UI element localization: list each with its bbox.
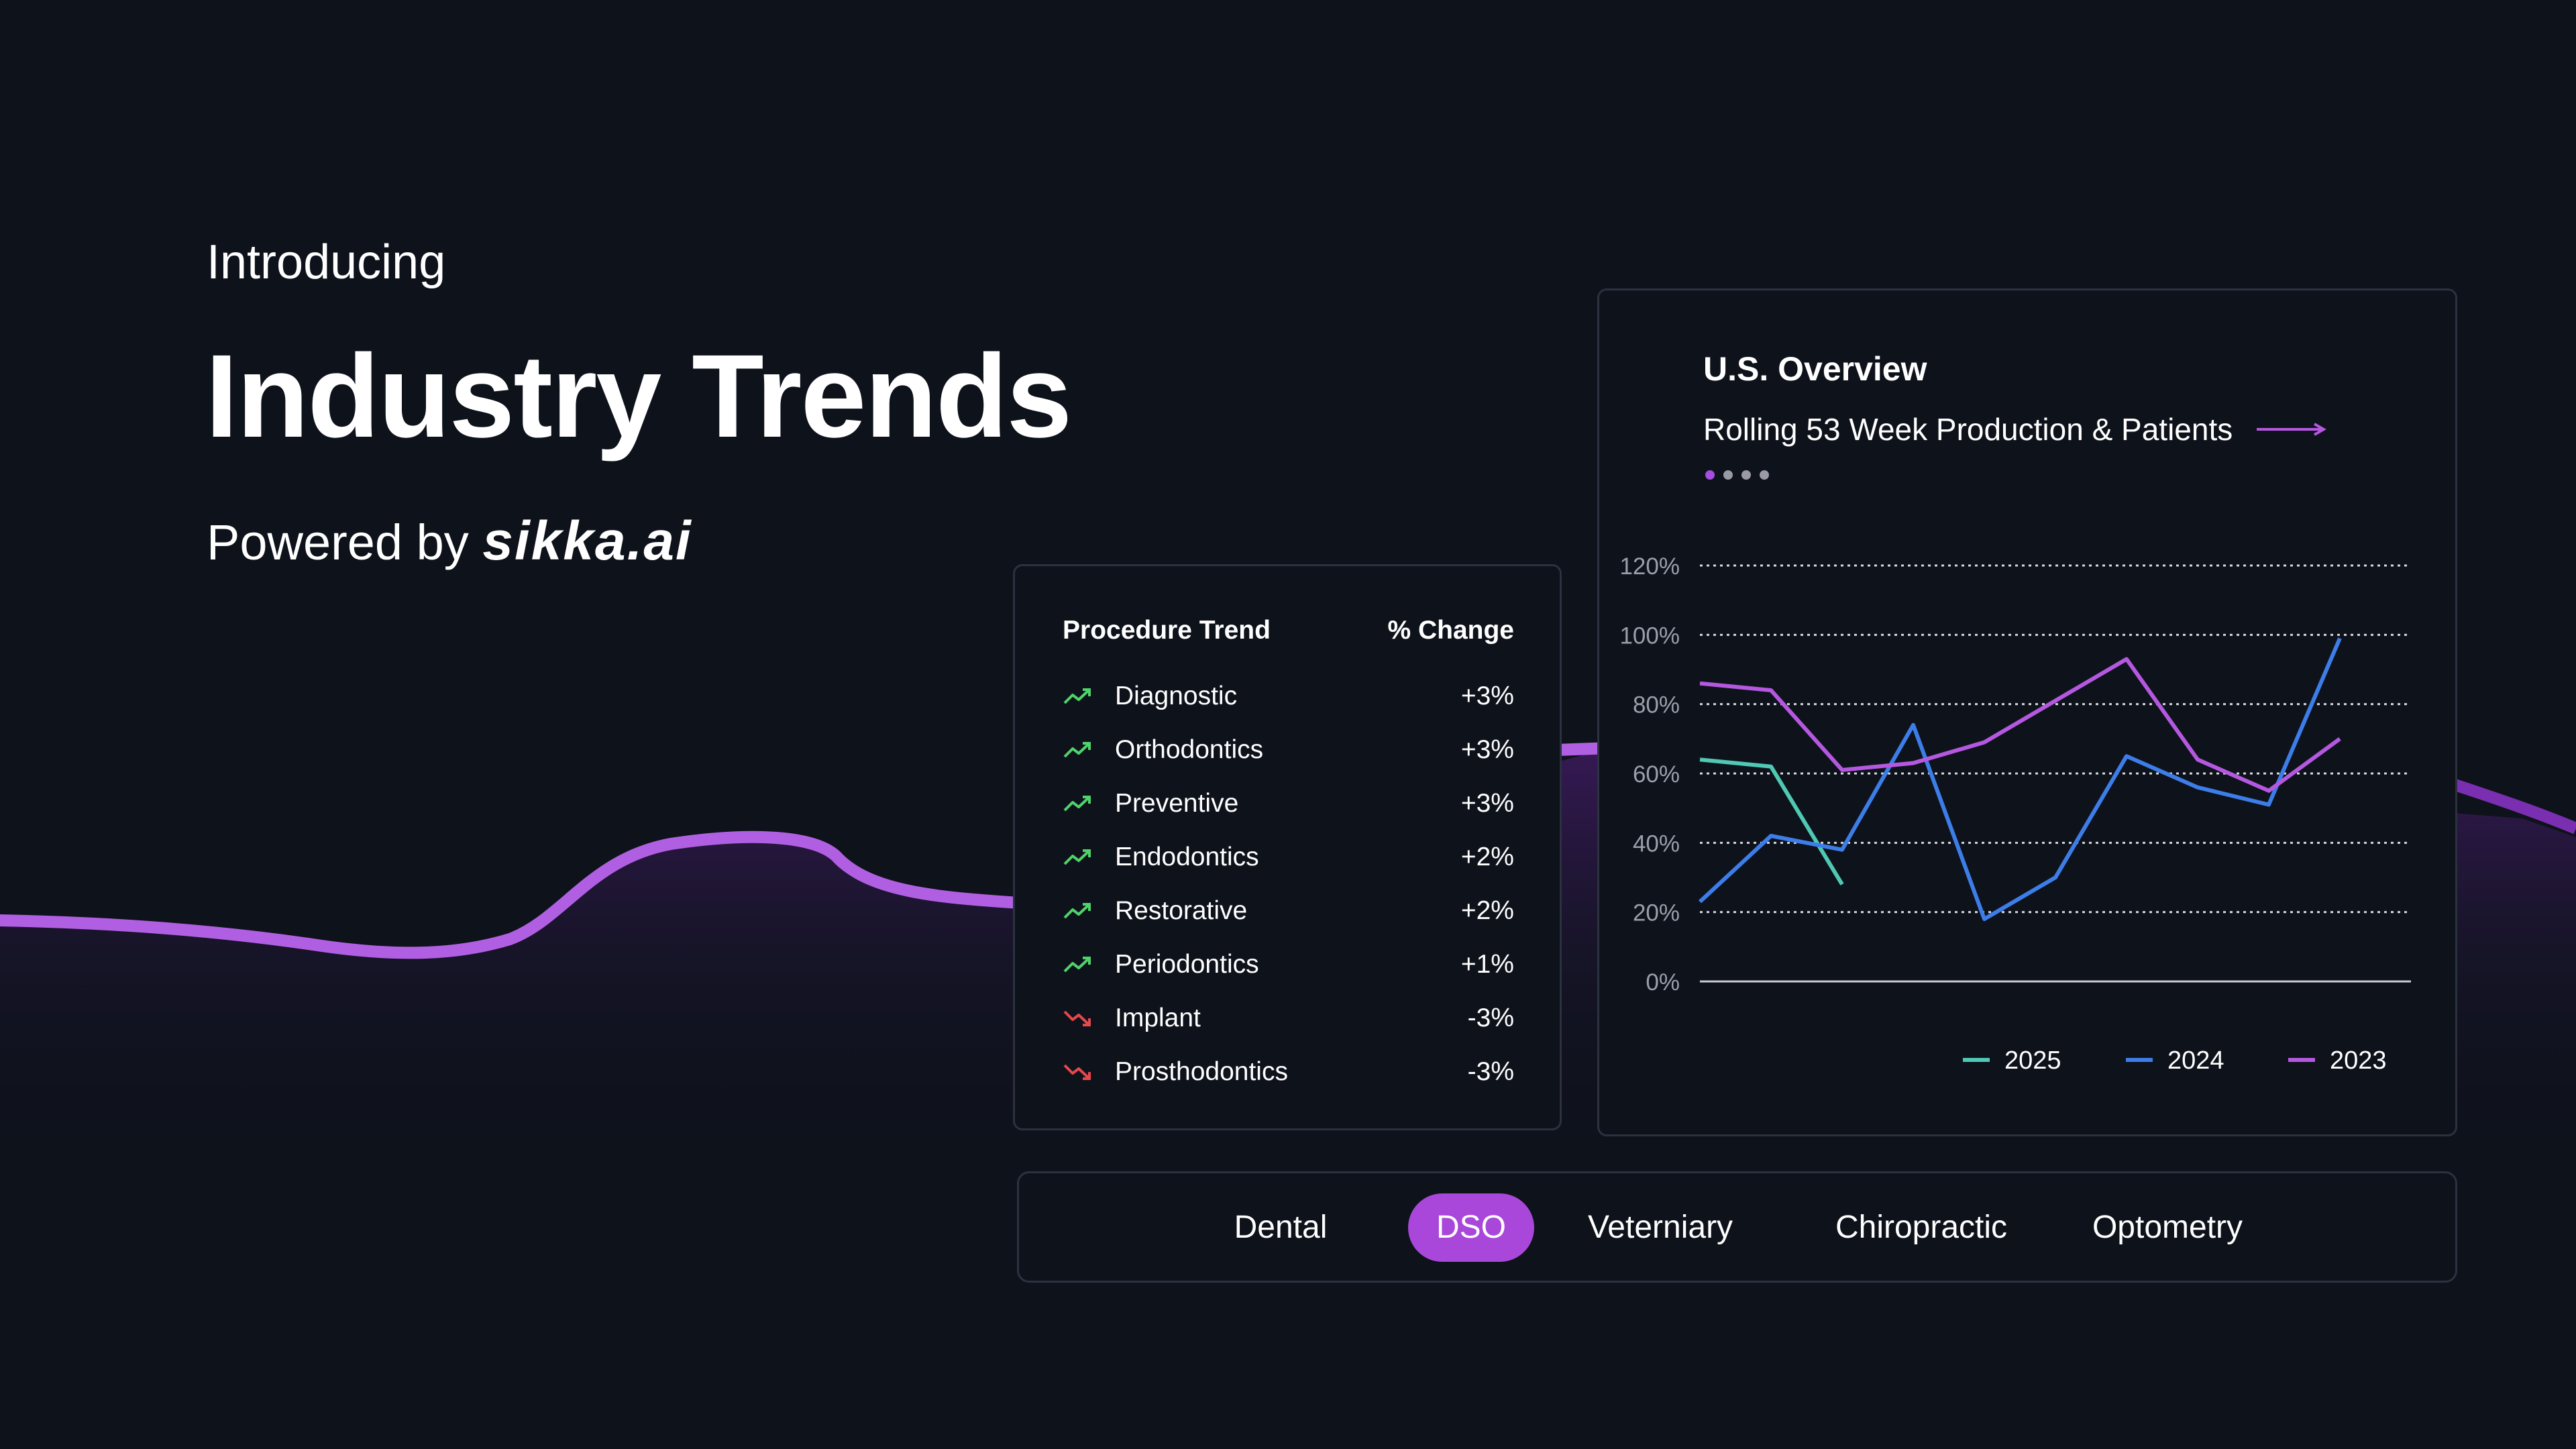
chart-subtitle-link[interactable]: Rolling 53 Week Production & Patients — [1703, 411, 2327, 447]
chart-title: U.S. Overview — [1703, 350, 1927, 388]
procedure-change: -3% — [1467, 1004, 1514, 1032]
trending-up-icon — [1063, 688, 1091, 704]
legend-label: 2023 — [2330, 1046, 2387, 1075]
procedure-change: +3% — [1460, 789, 1514, 818]
trending-down-icon — [1063, 1010, 1091, 1026]
procedure-change: +3% — [1460, 735, 1514, 764]
chart-subtitle: Rolling 53 Week Production & Patients — [1703, 412, 2233, 447]
page-title: Industry Trends — [205, 331, 1072, 462]
table-row: Periodontics +1% — [1063, 945, 1514, 985]
procedure-trend-header: Procedure Trend — [1063, 616, 1271, 645]
procedure-name: Endodontics — [1115, 843, 1259, 871]
procedure-name: Preventive — [1115, 789, 1239, 818]
powered-by: Powered by sikka.ai — [207, 510, 692, 573]
y-tick-label: 0% — [1646, 969, 1680, 996]
trending-up-icon — [1063, 742, 1091, 758]
legend-label: 2025 — [2004, 1046, 2061, 1075]
carousel-dot[interactable] — [1741, 470, 1751, 480]
y-tick-label: 40% — [1633, 830, 1680, 857]
procedure-change: +3% — [1460, 682, 1514, 710]
y-tick-label: 100% — [1619, 623, 1680, 649]
table-row: Endodontics +2% — [1063, 837, 1514, 877]
overview-line-chart: 120% 100% 80% 60% 40% 20% 0% 2025 2024 2023 — [1619, 553, 2411, 1075]
y-tick-label: 20% — [1633, 900, 1680, 926]
y-tick-label: 120% — [1619, 553, 1680, 580]
y-tick-label: 80% — [1633, 692, 1680, 718]
procedure-name: Prosthodontics — [1115, 1057, 1288, 1086]
brand-logo: sikka.ai — [482, 511, 692, 572]
table-row: Orthodontics +3% — [1063, 730, 1514, 770]
table-row: Preventive +3% — [1063, 784, 1514, 824]
procedure-trend-card: Procedure Trend % Change Diagnostic +3% Or… — [1013, 564, 1562, 1130]
table-row: Restorative +2% — [1063, 891, 1514, 931]
carousel-dot[interactable] — [1760, 470, 1769, 480]
tab-dental[interactable]: Dental — [1234, 1210, 1328, 1245]
legend-label: 2024 — [2167, 1046, 2224, 1075]
carousel-dot[interactable] — [1723, 470, 1733, 480]
procedure-name: Orthodontics — [1115, 735, 1264, 764]
industry-tab-bar: Dental DSO Veterniary Chiropractic Optometry — [1017, 1171, 2457, 1283]
table-row: Implant -3% — [1063, 998, 1514, 1038]
procedure-change: -3% — [1467, 1057, 1514, 1086]
procedure-name: Implant — [1115, 1004, 1201, 1032]
procedure-name: Periodontics — [1115, 950, 1259, 979]
table-row: Diagnostic +3% — [1063, 676, 1514, 716]
tab-dso[interactable]: DSO — [1408, 1193, 1534, 1262]
series-line-2024 — [1698, 637, 2342, 921]
series-line-2023 — [1699, 657, 2341, 793]
tab-veterniary[interactable]: Veterniary — [1587, 1210, 1733, 1245]
arrow-right-icon — [2257, 423, 2327, 436]
procedure-name: Restorative — [1115, 896, 1248, 925]
trending-up-icon — [1063, 796, 1091, 812]
procedure-table-header: Procedure Trend % Change — [1063, 616, 1514, 645]
powered-by-label: Powered by — [207, 515, 469, 570]
tab-chiropractic[interactable]: Chiropractic — [1835, 1210, 2008, 1245]
trending-up-icon — [1063, 957, 1091, 973]
procedure-change: +1% — [1460, 950, 1514, 979]
carousel-dots — [1705, 470, 1769, 480]
procedure-name: Diagnostic — [1115, 682, 1238, 710]
carousel-dot[interactable] — [1705, 470, 1715, 480]
procedure-change: +2% — [1460, 896, 1514, 925]
trending-up-icon — [1063, 903, 1091, 919]
tab-optometry[interactable]: Optometry — [2092, 1210, 2243, 1245]
series-line-2025 — [1699, 757, 1844, 885]
table-row: Prosthodontics -3% — [1063, 1052, 1514, 1092]
procedure-change: +2% — [1460, 843, 1514, 871]
y-tick-label: 60% — [1633, 761, 1680, 788]
trending-up-icon — [1063, 849, 1091, 865]
trending-down-icon — [1063, 1064, 1091, 1080]
intro-label: Introducing — [207, 235, 446, 289]
percent-change-header: % Change — [1387, 616, 1514, 645]
us-overview-card: 120% 100% 80% 60% 40% 20% 0% 2025 2024 2023 U.S. … — [1597, 288, 2457, 1136]
